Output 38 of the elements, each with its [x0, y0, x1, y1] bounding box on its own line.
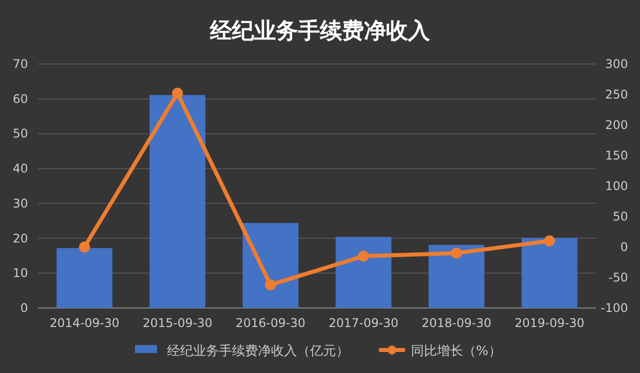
y2-tick-label: 50	[612, 210, 628, 224]
x-tick-label: 2016-09-30	[236, 316, 306, 330]
point	[451, 248, 462, 259]
x-tick-label: 2015-09-30	[142, 316, 212, 330]
y2-tick-label: 300	[605, 57, 628, 71]
bar	[522, 238, 578, 308]
y-tick-label: 50	[12, 126, 28, 141]
y-tick-label: 0	[20, 301, 28, 315]
x-tick-label: 2014-09-30	[50, 316, 120, 330]
x-tick-label: 2017-09-30	[328, 316, 398, 330]
point	[544, 235, 555, 246]
y2-tick-label: 0	[620, 240, 628, 254]
point	[358, 250, 369, 262]
legend-label: 同比增长（%）	[411, 344, 502, 359]
x-tick-label: 2018-09-30	[422, 316, 492, 330]
legend-label: 经纪业务手续费净收入（亿元）	[167, 344, 349, 359]
y2-tick-label: 100	[605, 179, 628, 193]
x-tick-label: 2019-09-30	[514, 316, 584, 330]
y2-tick-label: -100	[600, 301, 628, 315]
y2-tick-label: 250	[605, 88, 628, 102]
y2-tick-label: -50	[608, 270, 628, 284]
y-tick-label: 40	[12, 162, 28, 176]
bar	[242, 222, 298, 308]
bar	[336, 236, 392, 308]
y2-tick-label: 150	[605, 148, 628, 162]
point	[265, 279, 276, 290]
y2-tick-label: 200	[605, 118, 628, 132]
y-tick-label: 10	[12, 266, 28, 280]
bar	[428, 244, 484, 308]
bar	[150, 95, 206, 308]
y-tick-label: 70	[12, 57, 28, 71]
y-tick-label: 60	[12, 92, 28, 106]
y-tick-label: 30	[12, 196, 28, 210]
chart-title: 经纪业务手续费净收入	[209, 19, 431, 44]
point	[79, 242, 90, 252]
y-tick-label: 20	[12, 231, 28, 246]
point	[172, 88, 183, 99]
bar	[56, 248, 112, 308]
